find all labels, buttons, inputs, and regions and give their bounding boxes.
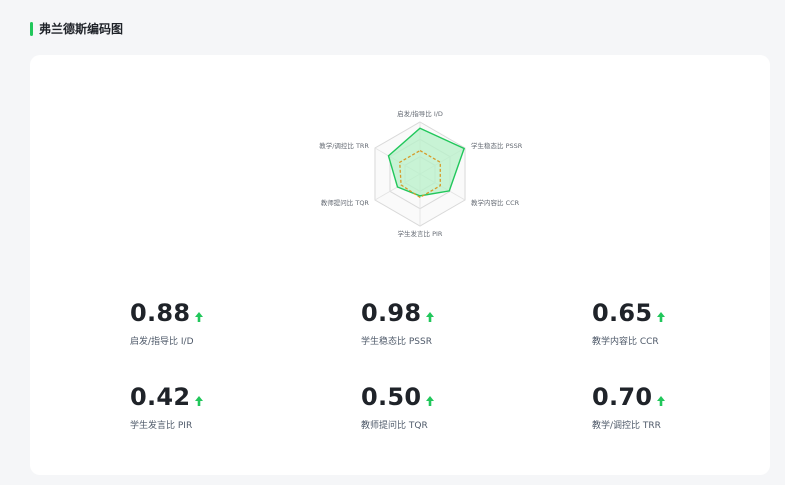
- metric-id: 0.88 启发/指导比 I/D: [130, 300, 330, 347]
- radar-axis-label: 教学/调控比 TRR: [319, 141, 369, 150]
- metric-label: 教学内容比 CCR: [592, 337, 659, 347]
- metric-trr: 0.70 教学/调控比 TRR: [592, 384, 785, 431]
- radar-series-0: [387, 127, 466, 197]
- metric-label: 教师提问比 TQR: [361, 421, 428, 431]
- section-title: 弗兰德斯编码图: [39, 22, 124, 36]
- metric-label: 启发/指导比 I/D: [130, 337, 194, 347]
- trend-up-icon: [195, 396, 204, 406]
- metric-label: 教学/调控比 TRR: [592, 421, 661, 431]
- radar-axis-label: 学生发言比 PIR: [398, 229, 443, 238]
- metric-label: 学生发言比 PIR: [130, 421, 193, 431]
- metric-value: 0.42: [130, 383, 191, 411]
- radar-svg: 启发/指导比 I/D 学生稳态比 PSSR 教学内容比 CCR 学生发言比 PIR 教师…: [319, 109, 523, 238]
- trend-up-icon: [657, 312, 666, 322]
- radar-chart: 启发/指导比 I/D 学生稳态比 PSSR 教学内容比 CCR 学生发言比 PIR 教师…: [301, 95, 539, 255]
- metric-value: 0.98: [361, 299, 422, 327]
- metric-tqr: 0.50 教师提问比 TQR: [361, 384, 561, 431]
- section-accent-bar: [30, 21, 33, 36]
- metric-value: 0.70: [592, 383, 653, 411]
- radar-series-1: [399, 149, 441, 199]
- metric-pir: 0.42 学生发言比 PIR: [130, 384, 330, 431]
- metric-ccr: 0.65 教学内容比 CCR: [592, 300, 785, 347]
- metric-value: 0.88: [130, 299, 191, 327]
- metric-value: 0.50: [361, 383, 422, 411]
- metric-label: 学生稳态比 PSSR: [361, 337, 432, 347]
- radar-axis-label: 启发/指导比 I/D: [397, 109, 443, 118]
- metric-value: 0.65: [592, 299, 653, 327]
- section-header: 弗兰德斯编码图: [30, 20, 123, 37]
- trend-up-icon: [426, 312, 435, 322]
- metric-pssr: 0.98 学生稳态比 PSSR: [361, 300, 561, 347]
- trend-up-icon: [657, 396, 666, 406]
- radar-axis-label: 教学内容比 CCR: [471, 198, 520, 207]
- radar-axis-label: 学生稳态比 PSSR: [471, 141, 523, 150]
- trend-up-icon: [426, 396, 435, 406]
- flanders-card: 启发/指导比 I/D 学生稳态比 PSSR 教学内容比 CCR 学生发言比 PIR 教师…: [30, 55, 770, 475]
- radar-axis-label: 教师提问比 TQR: [321, 198, 370, 207]
- trend-up-icon: [195, 312, 204, 322]
